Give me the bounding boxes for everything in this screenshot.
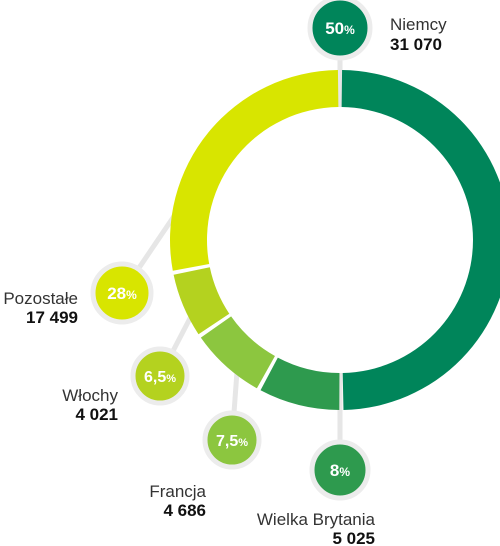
category-value-0: 31 070 (390, 35, 442, 54)
category-name-0: Niemcy (390, 15, 447, 34)
category-name-3: Włochy (62, 386, 118, 405)
category-name-2: Francja (149, 482, 206, 501)
percent-label-1: 8% (330, 461, 350, 480)
percent-bubble-4 (90, 261, 154, 325)
category-name-4: Pozostałe (3, 289, 78, 308)
donut-slice-2 (200, 316, 275, 389)
percent-bubbles: 50% 8% 7,5% 6,5% 28% (90, 0, 373, 501)
category-value-2: 4 686 (163, 501, 206, 520)
percent-bubble-2 (202, 410, 262, 470)
donut-slice-0 (341, 70, 500, 410)
category-value-3: 4 021 (75, 405, 118, 424)
percent-bubble-0 (307, 0, 373, 61)
percent-label-2: 7,5% (216, 433, 248, 450)
percent-bubble-1 (309, 439, 371, 501)
donut-slice-3 (173, 267, 230, 335)
percent-label-4: 28% (107, 284, 137, 303)
category-name-1: Wielka Brytania (257, 510, 376, 529)
percent-label-0: 50% (325, 19, 355, 38)
percent-label-3: 6,5% (144, 369, 176, 386)
donut-ring (170, 70, 500, 410)
percent-bubble-3 (130, 346, 190, 406)
donut-slice-4 (170, 70, 339, 271)
category-value-1: 5 025 (332, 529, 375, 546)
donut-slice-1 (260, 357, 340, 410)
category-value-4: 17 499 (26, 308, 78, 327)
